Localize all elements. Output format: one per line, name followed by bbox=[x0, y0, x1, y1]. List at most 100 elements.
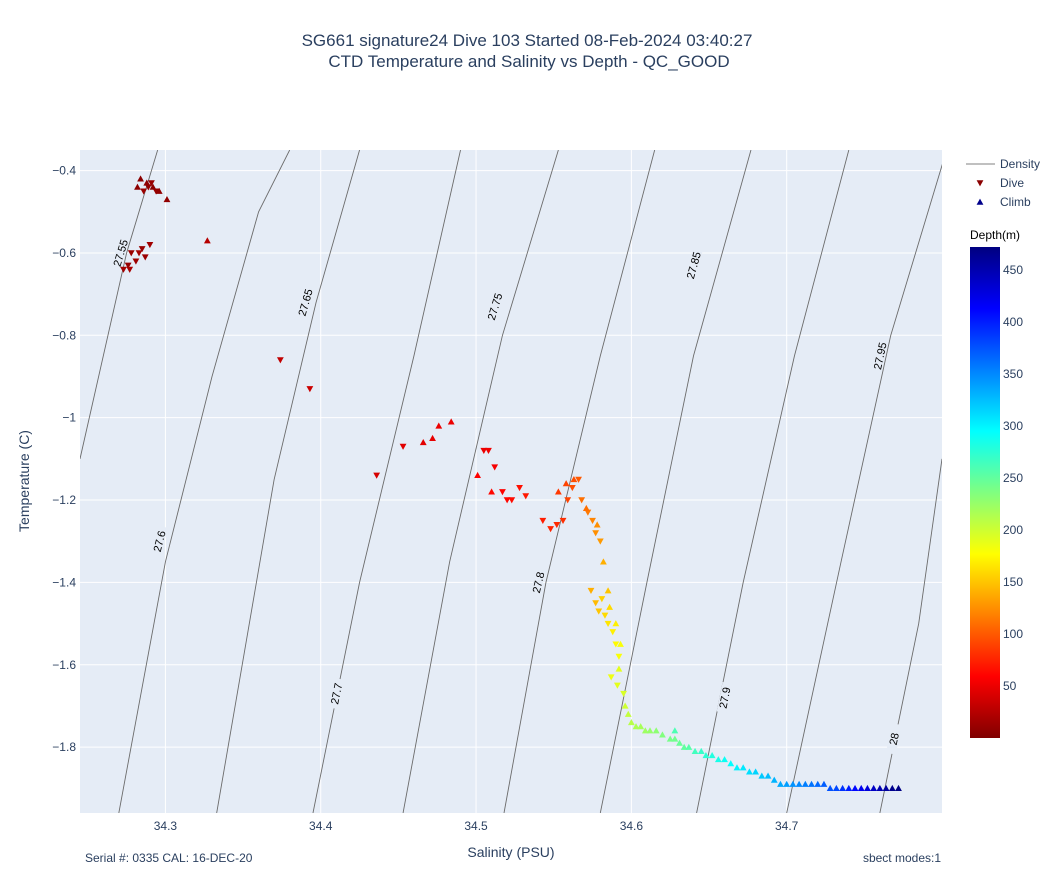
climb-point bbox=[870, 784, 878, 792]
y-tick-label: −0.6 bbox=[52, 246, 76, 260]
colorbar-tick-label: 350 bbox=[1003, 367, 1023, 381]
dive-point bbox=[124, 262, 132, 269]
climb-point bbox=[839, 784, 846, 792]
climb-point bbox=[676, 739, 683, 746]
dive-point bbox=[539, 517, 547, 525]
legend-item-climb[interactable]: Climb bbox=[976, 195, 1031, 209]
climb-point bbox=[604, 587, 612, 594]
climb-point bbox=[752, 768, 760, 775]
climb-point bbox=[739, 764, 747, 771]
dive-point bbox=[547, 526, 555, 533]
climb-point bbox=[770, 776, 778, 783]
climb-point bbox=[488, 488, 495, 495]
density-contour-label: 27.6 bbox=[152, 530, 169, 554]
colorbar-tick-label: 200 bbox=[1003, 523, 1023, 537]
colorbar bbox=[970, 247, 1000, 738]
legend-item-dive[interactable]: Dive bbox=[976, 176, 1025, 190]
dive-point bbox=[399, 443, 407, 450]
y-axis-title: Temperature (C) bbox=[16, 430, 32, 532]
climb-point bbox=[143, 179, 151, 186]
climb-point bbox=[641, 727, 649, 734]
dive-point bbox=[276, 357, 284, 364]
dive-point bbox=[595, 608, 603, 615]
dive-point bbox=[587, 587, 595, 595]
climb-point bbox=[554, 488, 562, 495]
climb-point bbox=[876, 784, 884, 792]
climb-point bbox=[727, 760, 735, 767]
climb-point bbox=[671, 735, 679, 742]
climb-point bbox=[820, 780, 828, 787]
colorbar-tick-label: 400 bbox=[1003, 315, 1023, 329]
colorbar-tick-label: 50 bbox=[1003, 679, 1017, 693]
climb-point bbox=[617, 640, 624, 647]
dive-point bbox=[613, 682, 621, 689]
x-tick-label: 34.7 bbox=[775, 819, 799, 833]
plot-background bbox=[80, 150, 942, 813]
legend[interactable]: Density Dive Climb bbox=[966, 157, 1040, 209]
density-contour-line bbox=[503, 150, 656, 813]
y-tick-label: −1 bbox=[62, 411, 76, 425]
dive-point bbox=[553, 522, 561, 529]
climb-point bbox=[888, 784, 896, 792]
dive-point bbox=[601, 612, 609, 619]
climb-point bbox=[691, 747, 699, 754]
contour-label-bg bbox=[328, 677, 345, 710]
dive-point bbox=[607, 674, 615, 681]
climb-point bbox=[895, 784, 902, 792]
y-tick-labels: −0.4 −0.6 −0.8 −1 −1.2 −1.4 −1.6 −1.8 bbox=[52, 164, 76, 755]
dive-point bbox=[522, 493, 530, 500]
dive-point bbox=[491, 464, 499, 471]
dive-point bbox=[598, 596, 606, 603]
contour-label-bg bbox=[684, 249, 703, 282]
y-tick-label: −0.8 bbox=[52, 328, 76, 342]
climb-point bbox=[429, 434, 436, 441]
x-tick-label: 34.3 bbox=[154, 819, 178, 833]
x-tick-label: 34.4 bbox=[309, 819, 333, 833]
climb-point bbox=[721, 756, 728, 763]
climb-point bbox=[149, 183, 157, 190]
density-contour-line bbox=[402, 150, 559, 813]
contour-label-bg bbox=[150, 525, 168, 557]
climb-point bbox=[562, 480, 570, 487]
dive-point bbox=[609, 629, 617, 636]
dive-point bbox=[589, 517, 596, 525]
density-contour-label: 27.7 bbox=[329, 682, 345, 705]
colorbar-tick-label: 100 bbox=[1003, 627, 1023, 641]
chart-title-line2: CTD Temperature and Salinity vs Depth - … bbox=[328, 52, 729, 71]
climb-point bbox=[733, 764, 741, 771]
colorbar-tick-labels: 50 100 150 200 250 300 350 400 450 bbox=[1003, 263, 1023, 693]
contour-label-bg bbox=[485, 290, 504, 323]
legend-label: Dive bbox=[1000, 176, 1024, 190]
climb-point bbox=[832, 784, 840, 792]
dive-point bbox=[578, 497, 586, 504]
climb-point bbox=[814, 780, 822, 787]
climb-point bbox=[435, 422, 443, 429]
legend-marker-swatch bbox=[976, 180, 984, 187]
dive-point bbox=[152, 188, 160, 195]
climb-point bbox=[764, 772, 772, 779]
dive-point bbox=[499, 489, 506, 496]
legend-item-density[interactable]: Density bbox=[966, 157, 1040, 171]
colorbar-tick-label: 300 bbox=[1003, 419, 1023, 433]
footer-sbect-modes: sbect modes:1 bbox=[863, 851, 941, 865]
dive-point bbox=[120, 266, 127, 273]
climb-point bbox=[615, 665, 623, 672]
climb-point bbox=[845, 784, 853, 792]
gridlines bbox=[80, 150, 942, 813]
x-tick-label: 34.5 bbox=[464, 819, 488, 833]
climb-point bbox=[808, 780, 815, 787]
climb-point bbox=[659, 731, 666, 738]
contour-label-bg bbox=[871, 340, 888, 372]
contour-label-bg bbox=[716, 682, 733, 714]
climb-point bbox=[593, 521, 601, 528]
density-contour-label: 27.9 bbox=[718, 686, 734, 709]
dive-point bbox=[146, 241, 154, 249]
colorbar-tick-label: 450 bbox=[1003, 263, 1023, 277]
climb-point bbox=[882, 784, 890, 792]
dive-point bbox=[306, 386, 314, 393]
contour-label-bg bbox=[529, 566, 547, 599]
density-contour-line bbox=[118, 150, 291, 813]
dive-point bbox=[503, 497, 511, 504]
climb-point bbox=[702, 751, 710, 759]
climb-point bbox=[203, 237, 211, 244]
